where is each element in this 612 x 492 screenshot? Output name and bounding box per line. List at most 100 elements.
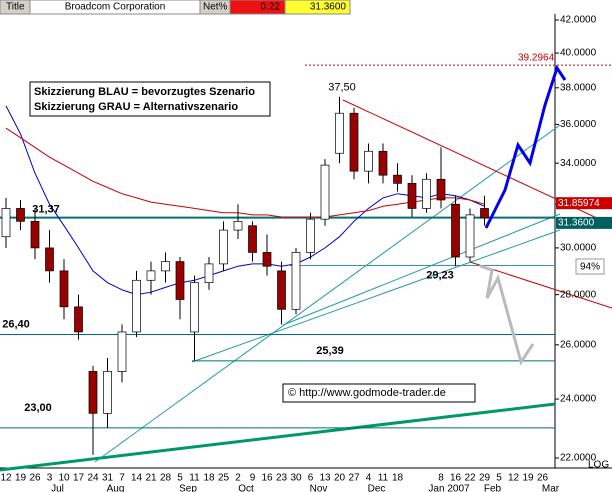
candle-body bbox=[465, 214, 475, 258]
x-tick-label: 14 bbox=[131, 473, 143, 484]
candle-body bbox=[248, 225, 257, 253]
scale-label: LOG bbox=[588, 460, 609, 471]
peak-label: 37,50 bbox=[328, 82, 356, 94]
x-tick-label: 6 bbox=[308, 473, 314, 484]
copyright: © http://www.godmode-trader.de bbox=[288, 387, 446, 399]
candle-body bbox=[1, 208, 11, 238]
candle-body bbox=[451, 203, 460, 258]
level-label: 29,23 bbox=[426, 269, 454, 281]
candle-body bbox=[16, 208, 25, 222]
trendline bbox=[282, 213, 561, 326]
header-title-label: Title bbox=[6, 2, 25, 13]
month-label: Sep bbox=[179, 484, 197, 492]
x-tick-label: 26 bbox=[537, 473, 549, 484]
month-label: Mar bbox=[542, 484, 560, 492]
month-label: Jul bbox=[51, 484, 64, 492]
y-tick-label: 28.0000 bbox=[560, 289, 597, 300]
x-tick-label: 24 bbox=[87, 473, 99, 484]
x-tick-label: 22 bbox=[464, 473, 476, 484]
y-tick-label: 42.0000 bbox=[560, 15, 597, 26]
moving-average bbox=[5, 105, 485, 296]
x-tick-label: 26 bbox=[29, 473, 41, 484]
copyright-box bbox=[282, 383, 476, 403]
y-tick-label: 22.0000 bbox=[560, 453, 597, 464]
candle-body bbox=[45, 247, 54, 272]
x-tick-label: 23 bbox=[276, 473, 288, 484]
data bbox=[0, 64, 612, 455]
x-tick-label: 16 bbox=[450, 473, 462, 484]
x-tick-label: 8 bbox=[438, 473, 444, 484]
candle-body bbox=[117, 331, 127, 372]
x-tick-label: 31 bbox=[102, 473, 114, 484]
x-tick-label: 30 bbox=[290, 473, 302, 484]
month-label: Aug bbox=[107, 484, 125, 492]
month-label: Feb bbox=[484, 484, 502, 492]
level-label: 26,40 bbox=[2, 318, 30, 330]
x-tick-label: 20 bbox=[334, 473, 346, 484]
trendline bbox=[191, 229, 561, 363]
month-label: Jan 2007 bbox=[428, 484, 470, 492]
price-tag-label: 31.3600 bbox=[558, 218, 595, 229]
month-label: Nov bbox=[310, 484, 328, 492]
candle-body bbox=[262, 252, 272, 267]
y-tick-label: 24.0000 bbox=[560, 394, 597, 405]
x-tick-label: 12 bbox=[0, 473, 12, 484]
price-tag-label: 31.85974 bbox=[558, 198, 600, 209]
y-tick-label: 30.0000 bbox=[560, 243, 597, 254]
header-cell bbox=[284, 0, 351, 15]
x-tick-label: 10 bbox=[58, 473, 70, 484]
candle-body bbox=[190, 282, 199, 333]
gray-scenario bbox=[479, 264, 535, 366]
candle-body bbox=[407, 183, 417, 209]
trendlines bbox=[0, 99, 612, 472]
month-label: Dec bbox=[368, 484, 386, 492]
candle-body bbox=[204, 263, 214, 284]
candle-body bbox=[378, 150, 388, 176]
x-tick-label: 19 bbox=[522, 473, 534, 484]
candle-body bbox=[161, 261, 170, 272]
x-tick-label: 5 bbox=[496, 473, 502, 484]
candle-body bbox=[393, 174, 402, 184]
x-tick-label: 21 bbox=[145, 473, 157, 484]
trendline bbox=[469, 261, 612, 309]
candle-body bbox=[291, 252, 301, 310]
y-tick-label: 26.0000 bbox=[560, 339, 597, 350]
candle-body bbox=[349, 112, 359, 172]
y-tick-label: 38.0000 bbox=[560, 82, 597, 93]
price-tag bbox=[556, 216, 612, 229]
blue-scenario bbox=[484, 64, 567, 229]
candle-body bbox=[364, 150, 373, 172]
x-tick-label: 4 bbox=[366, 473, 372, 484]
candle-body bbox=[306, 218, 315, 253]
header-net: 0.22 bbox=[261, 2, 281, 13]
candle-body bbox=[233, 220, 243, 231]
candle-body bbox=[320, 164, 330, 220]
x-tick-label: 13 bbox=[319, 473, 331, 484]
percent-box bbox=[575, 258, 605, 275]
x-tick-label: 11 bbox=[189, 473, 200, 484]
x-tick-label: 5 bbox=[177, 473, 183, 484]
x-tick-label: 3 bbox=[47, 473, 53, 484]
x-tick-label: 7 bbox=[119, 473, 125, 484]
candle-body bbox=[88, 371, 98, 414]
x-tick-label: 17 bbox=[73, 473, 85, 484]
candle-body bbox=[103, 371, 112, 414]
candle-body bbox=[175, 261, 185, 300]
target-label: 39.2964 bbox=[518, 53, 555, 64]
moving-average bbox=[5, 127, 485, 218]
note: Skizzierung GRAU = Alternativszenario bbox=[34, 101, 238, 113]
header-net-label: Net% bbox=[203, 2, 228, 13]
y-tick-label: 40.0000 bbox=[560, 48, 597, 59]
x-tick-label: 2 bbox=[235, 473, 241, 484]
candle-body bbox=[436, 178, 446, 201]
candle-body bbox=[422, 178, 431, 209]
x-tick-label: 9 bbox=[250, 473, 256, 484]
candle-body bbox=[132, 279, 141, 333]
candle-body bbox=[59, 270, 69, 308]
x-tick-label: 28 bbox=[160, 473, 172, 484]
candle-body bbox=[30, 220, 40, 249]
level-label: 31,37 bbox=[32, 204, 60, 216]
trendline bbox=[94, 124, 561, 463]
